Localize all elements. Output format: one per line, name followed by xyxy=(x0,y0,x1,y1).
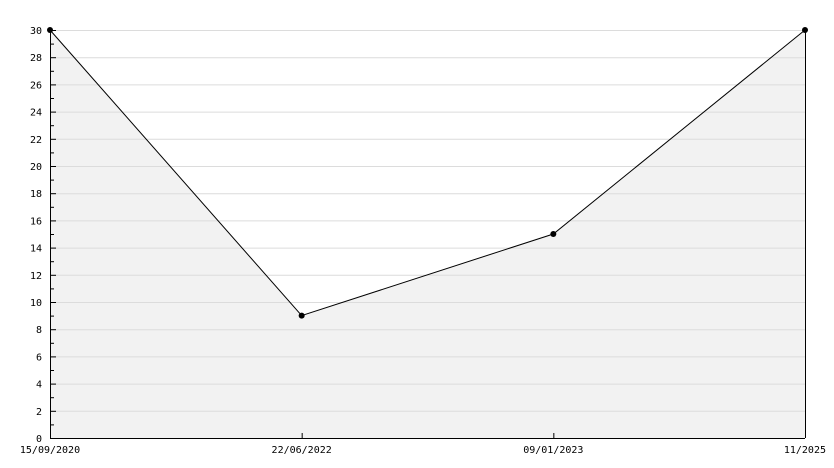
data-point xyxy=(47,27,53,33)
y-tick-label: 30 xyxy=(30,26,42,37)
y-tick-label: 4 xyxy=(36,380,42,391)
y-tick-label: 24 xyxy=(30,108,42,119)
x-tick-label: 15/09/2020 xyxy=(20,445,80,456)
y-tick-label: 16 xyxy=(30,216,42,227)
y-tick-label: 2 xyxy=(36,407,42,418)
x-tick-label: 09/01/2023 xyxy=(523,445,583,456)
y-tick-label: 28 xyxy=(30,53,42,64)
y-tick-label: 22 xyxy=(30,135,42,146)
y-tick-label: 20 xyxy=(30,162,42,173)
y-tick-label: 6 xyxy=(36,352,42,363)
y-tick-label: 8 xyxy=(36,325,42,336)
x-tick-label: 11/2025 xyxy=(784,445,826,456)
data-point xyxy=(802,27,808,33)
y-tick-label: 12 xyxy=(30,271,42,282)
y-tick-label: 26 xyxy=(30,80,42,91)
data-point xyxy=(550,231,557,237)
data-point xyxy=(298,312,305,319)
y-tick-label: 0 xyxy=(36,434,42,445)
area-fill xyxy=(50,30,805,438)
y-tick-label: 18 xyxy=(30,189,42,200)
x-tick-label: 22/06/2022 xyxy=(272,445,332,456)
y-tick-label: 10 xyxy=(30,298,42,309)
y-tick-label: 14 xyxy=(30,244,42,255)
series-line xyxy=(49,29,806,317)
